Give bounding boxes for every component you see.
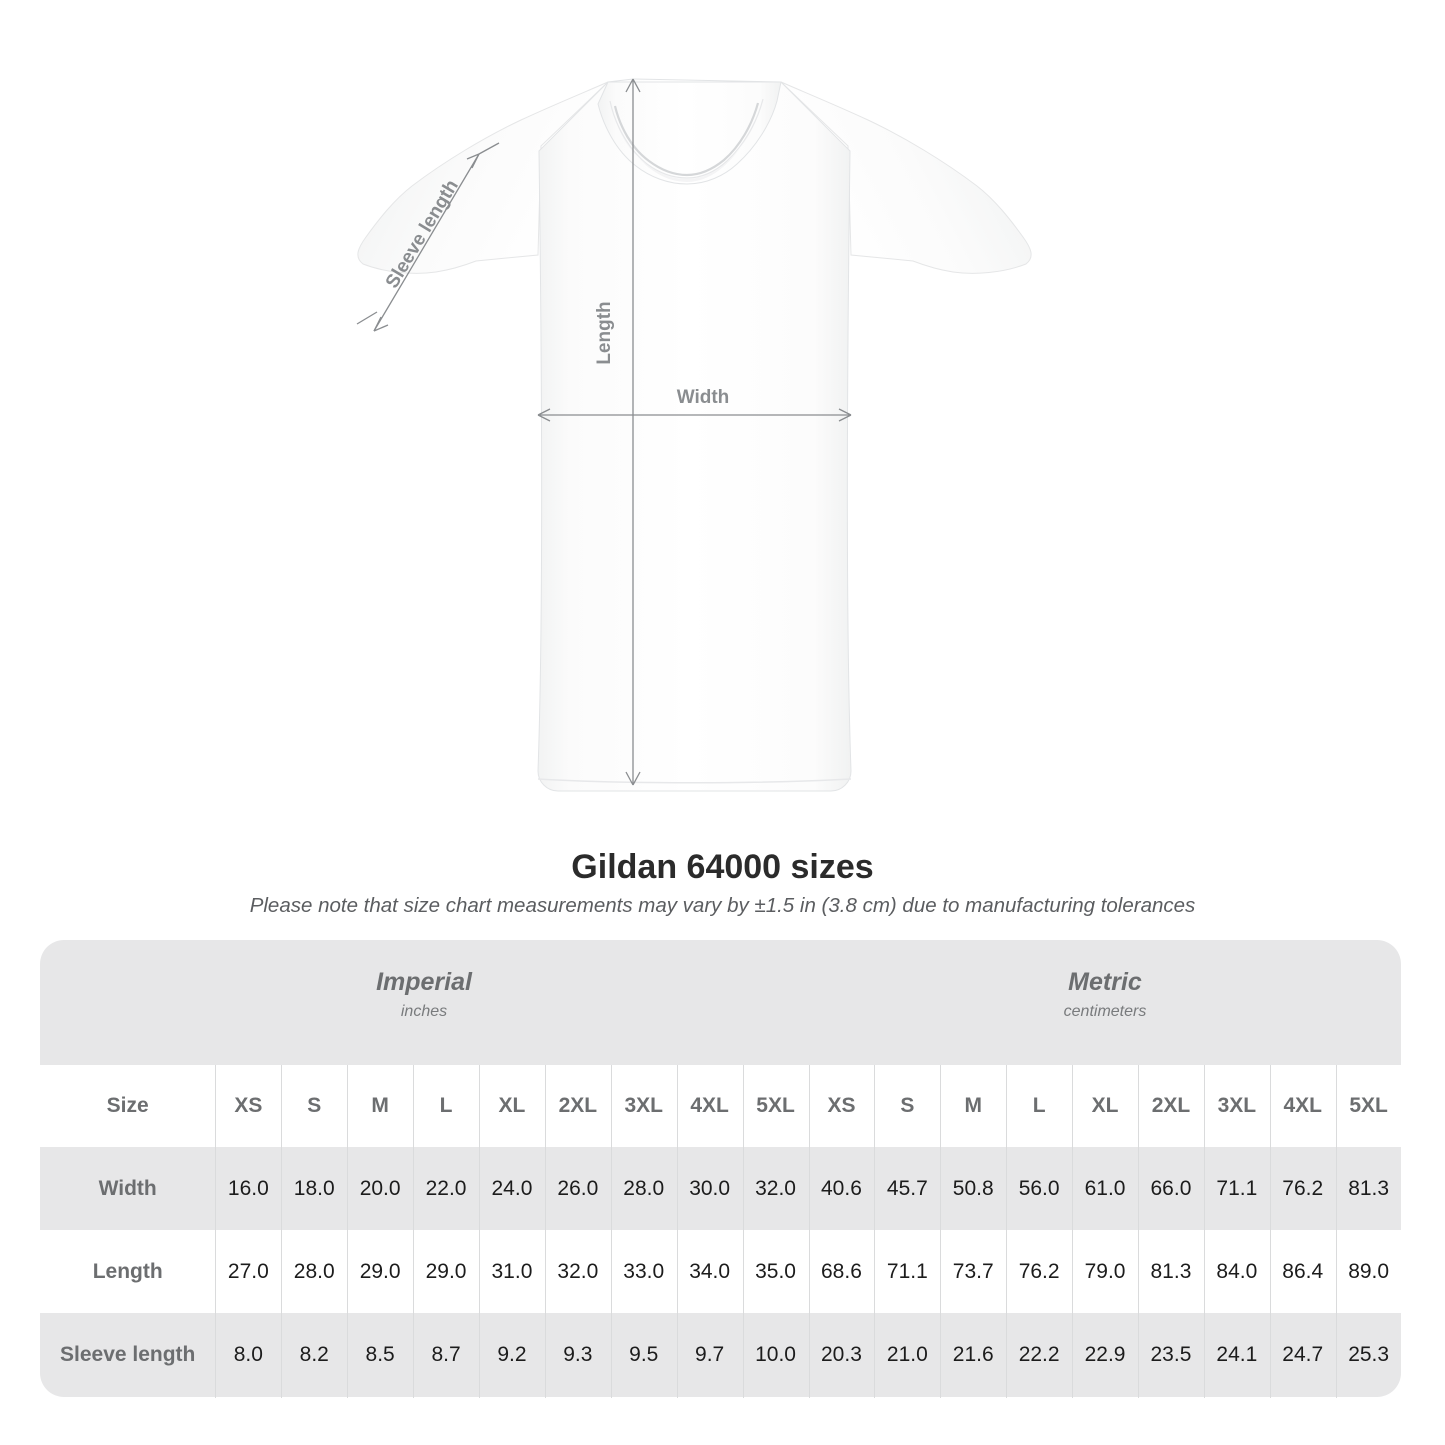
svg-text:Width: Width xyxy=(677,387,730,408)
svg-text:Length: Length xyxy=(594,301,615,364)
